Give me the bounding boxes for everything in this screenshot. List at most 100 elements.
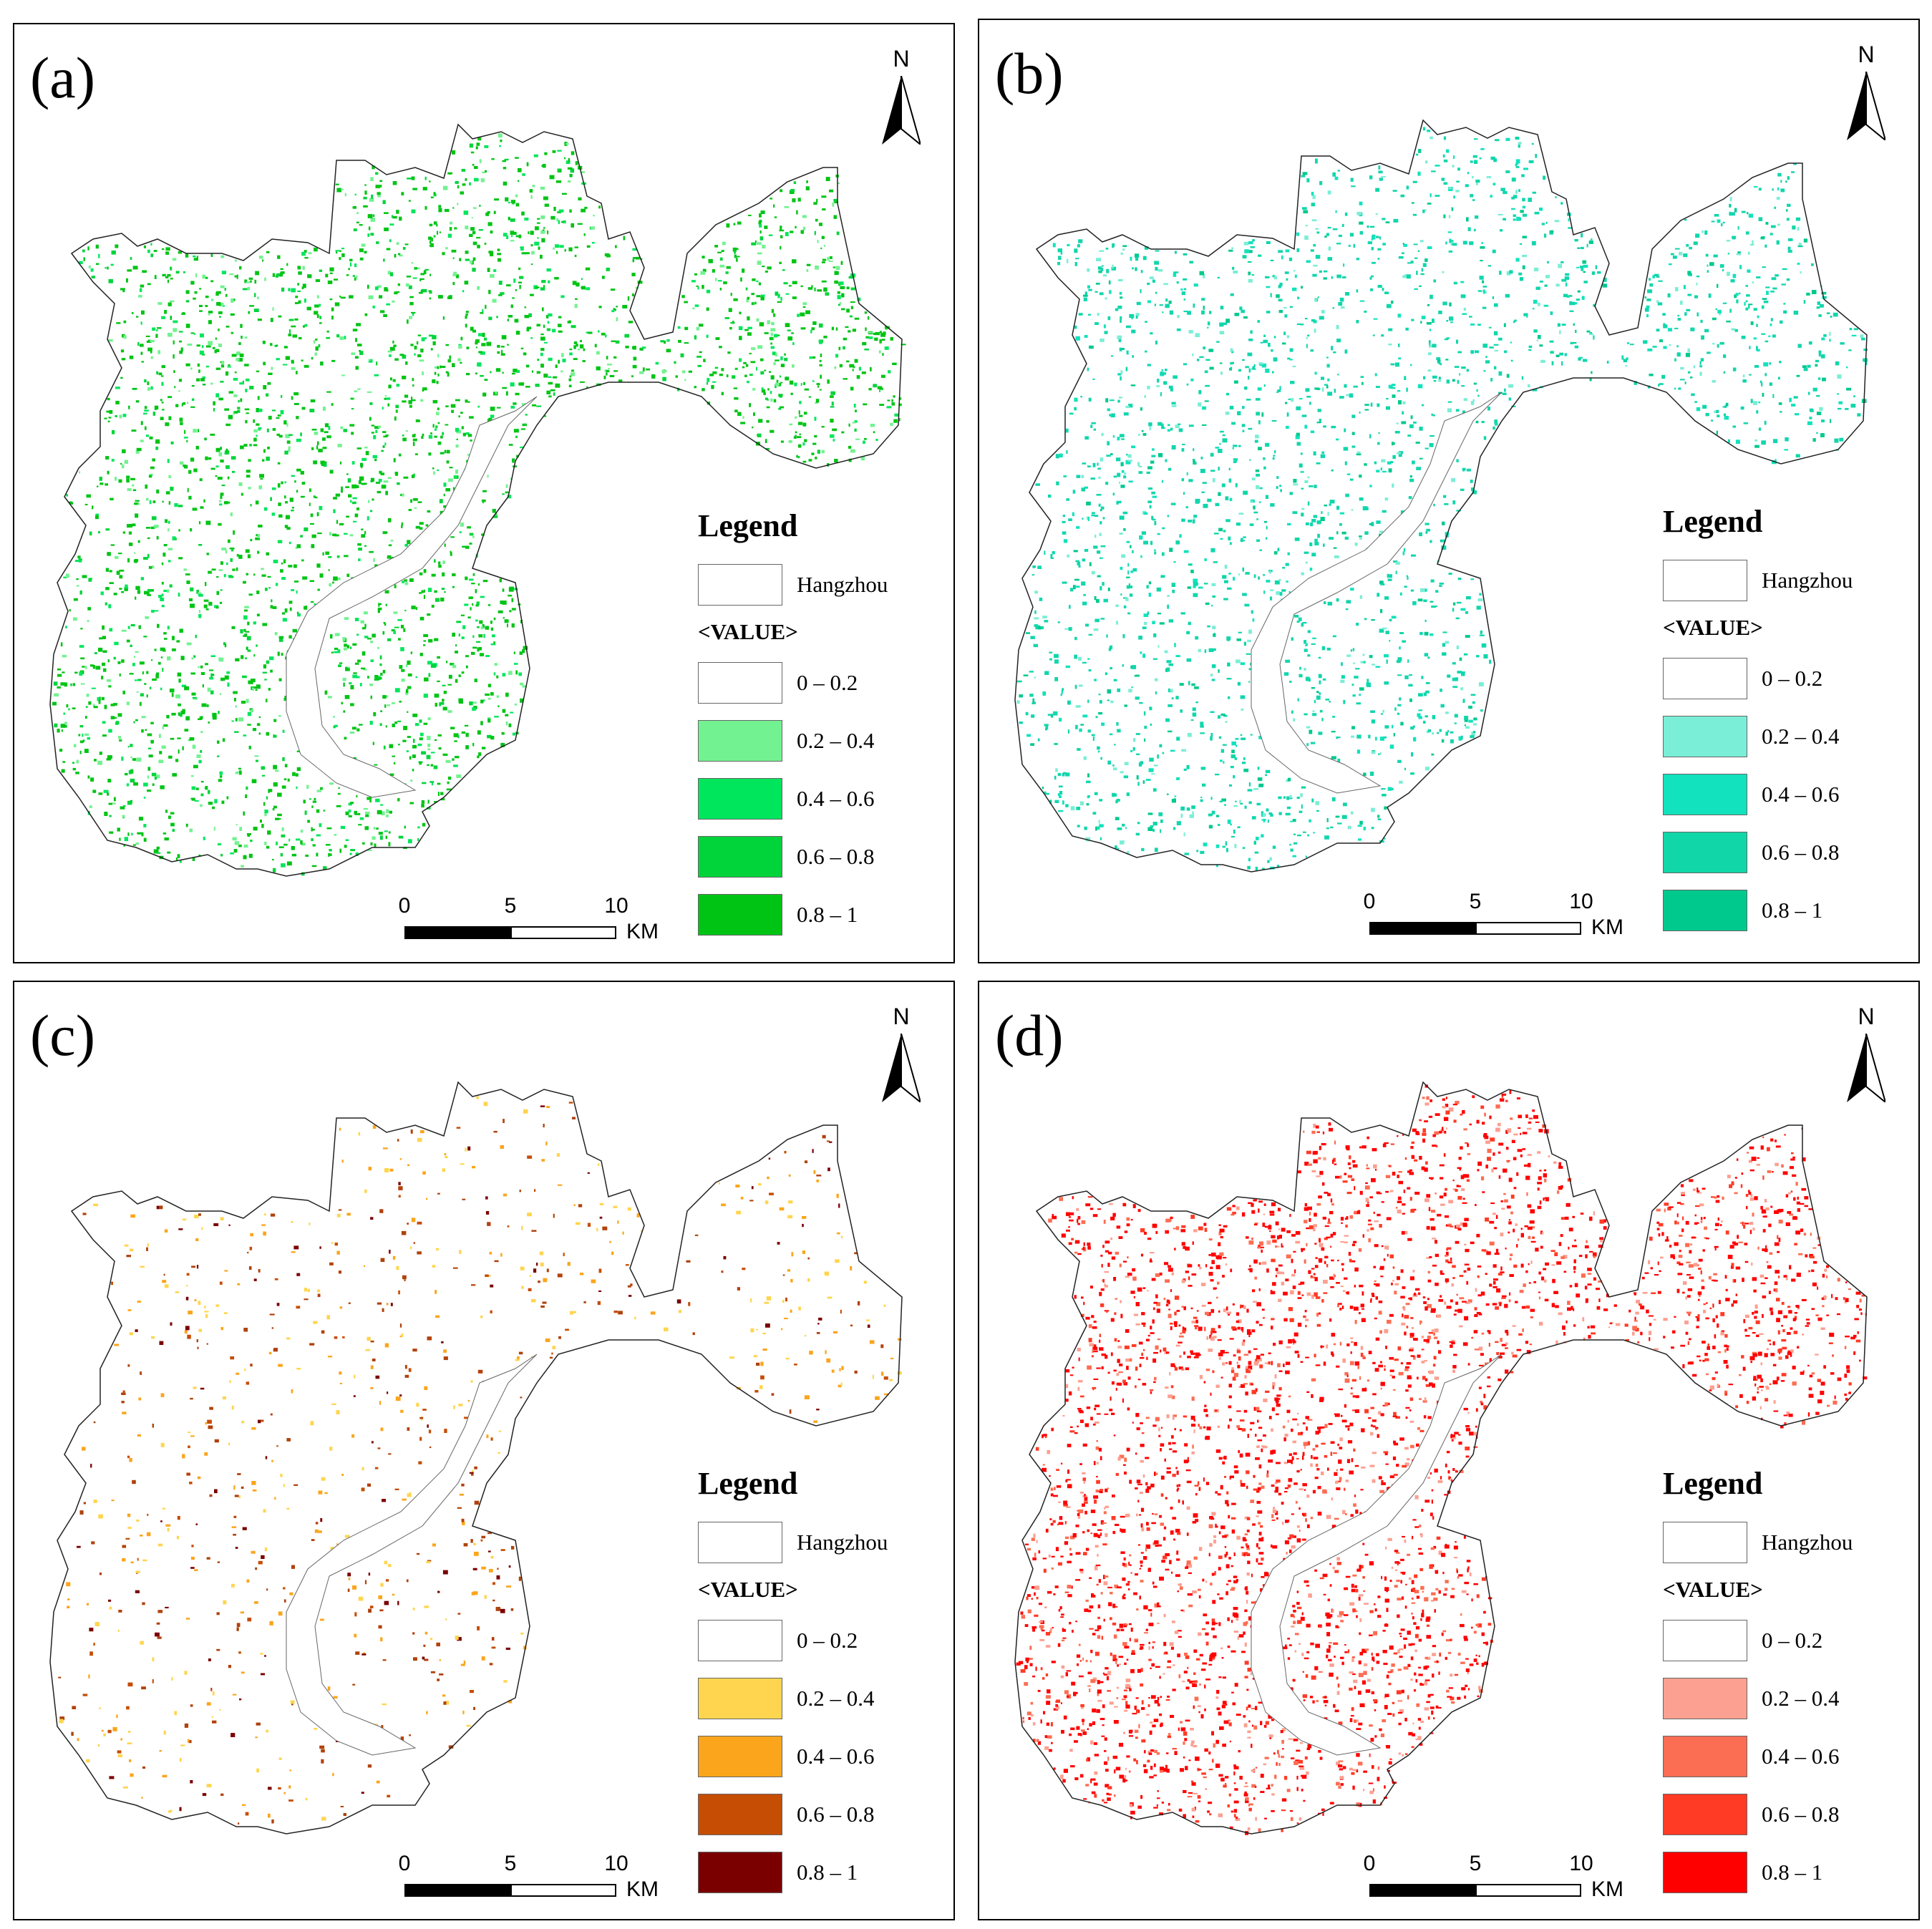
qiantang-river <box>286 1354 538 1756</box>
panel-label: (b) <box>995 41 1064 106</box>
scale-tick-label: 5 <box>504 1852 517 1875</box>
north-arrow: N <box>876 46 926 146</box>
legend-class-row: 0 – 0.2 <box>1663 658 1906 699</box>
legend-title: Legend <box>698 1466 798 1501</box>
hangzhou-boundary <box>1014 1081 1868 1835</box>
legend: Legend Hangzhou <VALUE> 0 – 0.2 0.2 – 0.4… <box>698 507 941 952</box>
scale-tick-label: 10 <box>1569 890 1593 913</box>
legend-class-swatch <box>1663 1678 1747 1719</box>
legend-classes: 0 – 0.2 0.2 – 0.4 0.4 – 0.6 0.6 – 0.8 0.8 – … <box>1663 1620 1906 1893</box>
legend-boundary-row: Hangzhou <box>698 1522 941 1563</box>
legend-class-swatch <box>698 894 782 936</box>
north-arrow-icon <box>1847 1034 1885 1102</box>
north-letter: N <box>1858 1004 1875 1029</box>
legend-class-label: 0.6 – 0.8 <box>797 1802 875 1827</box>
legend-class-label: 0.8 – 1 <box>1762 1860 1823 1885</box>
legend-class-label: 0.2 – 0.4 <box>1762 1686 1840 1711</box>
legend-classes: 0 – 0.2 0.2 – 0.4 0.4 – 0.6 0.6 – 0.8 0.8 – … <box>1663 658 1906 931</box>
legend-title: Legend <box>698 508 798 543</box>
legend: Legend Hangzhou <VALUE> 0 – 0.2 0.2 – 0.4… <box>1663 503 1906 948</box>
legend-class-swatch <box>698 720 782 762</box>
qiantang-river <box>286 396 538 798</box>
hangzhou-boundary <box>49 1081 903 1835</box>
legend-class-swatch <box>1663 1852 1747 1893</box>
legend-class-swatch <box>1663 832 1747 873</box>
north-letter: N <box>893 46 910 72</box>
legend-class-label: 0.6 – 0.8 <box>1762 1802 1840 1827</box>
north-arrow-icon <box>882 76 921 145</box>
legend-class-label: 0.8 – 1 <box>797 902 858 927</box>
scale-tick-label: 5 <box>504 894 517 918</box>
map-pixels <box>52 133 906 876</box>
legend-class-label: 0.4 – 0.6 <box>797 1744 875 1769</box>
hangzhou-map <box>49 123 906 877</box>
legend-class-swatch <box>698 1736 782 1777</box>
map-pixels <box>58 1096 902 1824</box>
boundary-swatch <box>698 1522 782 1563</box>
boundary-label: Hangzhou <box>797 1530 888 1555</box>
scale-unit-label: KM <box>1591 915 1623 939</box>
legend-boundary-row: Hangzhou <box>698 564 941 606</box>
scale-bar: 0 5 10 KM <box>399 894 705 951</box>
legend-class-swatch <box>698 662 782 704</box>
legend-class-swatch <box>1663 716 1747 757</box>
legend-class-label: 0.6 – 0.8 <box>797 844 875 869</box>
map-panel-a: (a) N Legend Hangzhou <VALUE> 0 – 0.2 0.2… <box>13 23 955 963</box>
scale-tick-label: 10 <box>1569 1852 1593 1875</box>
legend-class-swatch <box>1663 774 1747 815</box>
legend-class-label: 0.2 – 0.4 <box>797 728 875 753</box>
legend-class-row: 0 – 0.2 <box>698 1620 941 1661</box>
legend-class-label: 0.2 – 0.4 <box>797 1686 875 1711</box>
scale-bar: 0 5 10 KM <box>399 1852 705 1909</box>
map-pixels <box>1016 127 1868 871</box>
legend-class-swatch <box>698 1794 782 1835</box>
panel-label: (c) <box>30 1003 96 1068</box>
qiantang-river <box>1251 392 1503 794</box>
legend-class-row: 0.6 – 0.8 <box>1663 832 1906 873</box>
scale-bar: 0 5 10 KM <box>1364 1852 1670 1909</box>
value-header: <VALUE> <box>698 1577 798 1602</box>
scale-unit-label: KM <box>626 920 659 943</box>
hangzhou-boundary <box>1014 119 1868 873</box>
scale-bar: 0 5 10 KM <box>1364 890 1670 947</box>
north-letter: N <box>893 1004 910 1029</box>
legend-class-row: 0.4 – 0.6 <box>698 1736 941 1777</box>
legend: Legend Hangzhou <VALUE> 0 – 0.2 0.2 – 0.4… <box>1663 1465 1906 1910</box>
legend-classes: 0 – 0.2 0.2 – 0.4 0.4 – 0.6 0.6 – 0.8 0.8 – … <box>698 662 941 936</box>
legend-class-row: 0.8 – 1 <box>698 894 941 936</box>
map-panel-b: (b) N Legend Hangzhou <VALUE> 0 – 0.2 0.2… <box>978 19 1920 963</box>
legend-class-row: 0.2 – 0.4 <box>698 1678 941 1719</box>
legend-class-row: 0.6 – 0.8 <box>698 1794 941 1835</box>
legend-class-label: 0.8 – 1 <box>1762 898 1823 923</box>
legend-title: Legend <box>1663 504 1763 539</box>
legend-class-swatch <box>698 836 782 878</box>
legend-class-label: 0.2 – 0.4 <box>1762 724 1840 749</box>
legend-class-label: 0.4 – 0.6 <box>1762 782 1840 807</box>
north-arrow-icon <box>1847 72 1885 140</box>
legend: Legend Hangzhou <VALUE> 0 – 0.2 0.2 – 0.4… <box>698 1465 941 1910</box>
scale-tick-label: 0 <box>398 894 411 918</box>
scale-bar-segment <box>1475 1884 1581 1897</box>
legend-class-swatch <box>1663 1620 1747 1661</box>
legend-class-row: 0.2 – 0.4 <box>698 720 941 762</box>
legend-class-label: 0.4 – 0.6 <box>797 786 875 811</box>
map-panel-c: (c) N Legend Hangzhou <VALUE> 0 – 0.2 0.2… <box>13 981 955 1920</box>
legend-class-row: 0.8 – 1 <box>1663 1852 1906 1893</box>
scale-bar-segment <box>404 926 510 939</box>
legend-class-swatch <box>1663 1794 1747 1835</box>
legend-class-row: 0.6 – 0.8 <box>698 836 941 878</box>
value-header: <VALUE> <box>698 619 798 644</box>
legend-class-swatch <box>1663 658 1747 699</box>
legend-title: Legend <box>1663 1466 1763 1501</box>
boundary-swatch <box>1663 1522 1747 1563</box>
scale-bar-segment <box>1369 1884 1475 1897</box>
panel-label: (a) <box>30 45 96 110</box>
value-header: <VALUE> <box>1663 1577 1763 1602</box>
legend-class-swatch <box>698 778 782 820</box>
legend-class-swatch <box>698 1852 782 1893</box>
scale-tick-label: 5 <box>1469 890 1482 913</box>
legend-class-swatch <box>1663 1736 1747 1777</box>
legend-class-label: 0 – 0.2 <box>1762 666 1823 691</box>
legend-class-swatch <box>1663 890 1747 931</box>
scale-unit-label: KM <box>626 1877 659 1901</box>
